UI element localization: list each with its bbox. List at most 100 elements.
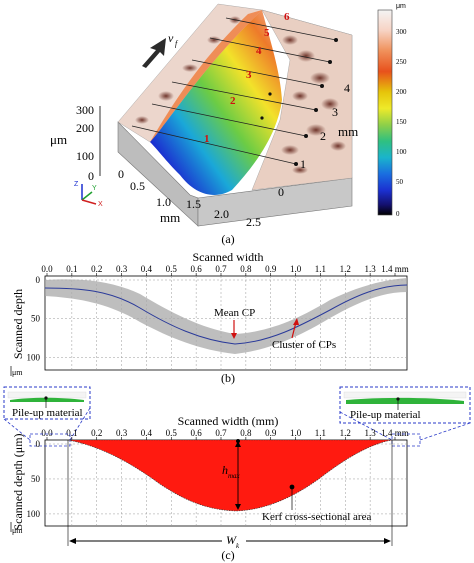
panel-c-y-ticks: 0 50 100 — [10, 439, 41, 532]
x-tick-label: 0.1 — [66, 264, 77, 274]
x-tick-label: 1.4 mm — [381, 264, 409, 274]
hmax-arrowhead-top — [235, 441, 241, 447]
profile-end-dots — [260, 38, 338, 166]
hmax-top-dot — [236, 439, 240, 443]
panel-c-label: (c) — [221, 548, 234, 562]
triad-x: X — [98, 201, 103, 208]
x-tick-label: 0.4 — [141, 428, 153, 438]
panel-b-grid — [45, 276, 407, 370]
y-tick-label: 100 — [27, 509, 41, 519]
x-tick-label: 0.7 — [215, 428, 227, 438]
colorbar-tick: 200 — [396, 88, 407, 96]
mean-cp-line — [44, 284, 408, 345]
panel-a-label: (a) — [221, 232, 234, 246]
colorbar-ramp — [377, 9, 393, 216]
triad-z: Z — [74, 181, 79, 188]
hmax-label: h — [222, 463, 228, 477]
profile-lines — [131, 17, 337, 165]
x-tick: 0 — [118, 167, 124, 181]
x-tick: 2.0 — [214, 207, 229, 221]
profile-number: 6 — [284, 11, 290, 23]
y-tick-label: 50 — [31, 314, 41, 324]
x-tick-label: 0.2 — [91, 264, 102, 274]
zoom-connector — [3, 418, 31, 441]
mean-cp-arrowhead — [231, 333, 237, 339]
z-tick: 200 — [76, 121, 94, 135]
x-tick-label: 0.0 — [41, 428, 53, 438]
x-tick-label: 0.5 — [166, 428, 178, 438]
x-tick-label: 1.3 — [365, 264, 377, 274]
y-tick: 3 — [332, 105, 338, 119]
cps-cluster-band — [45, 278, 407, 354]
y-axis-ticks: 0 1 2 3 4 — [278, 81, 350, 199]
x-tick-label: 0.5 — [166, 264, 178, 274]
x-tick-label: 0.7 — [215, 264, 227, 274]
kerf-area — [67, 439, 393, 512]
panel-b-profile-plot: Scanned width 0.0 0.1 0.2 0.3 0.4 0.5 0.6 0.7 0.… — [10, 250, 409, 385]
x-tick-label: 0.2 — [91, 428, 102, 438]
z-tick: 100 — [76, 149, 94, 163]
pileup-inset-right: Pile-up material — [339, 386, 471, 424]
panel-c-y-unit: μm — [12, 526, 23, 535]
profile-number: 4 — [256, 45, 262, 57]
y-tick-label: 0 — [36, 439, 41, 449]
panel-b-y-ticks: 0 50 100 — [10, 275, 41, 376]
x-tick-label: 1.4 mm — [381, 428, 409, 438]
colorbar-unit: μm — [396, 3, 406, 10]
wk-label: W — [226, 533, 237, 547]
x-tick-label: 0.3 — [116, 264, 128, 274]
wk-arrowhead-right — [384, 538, 391, 544]
y-tick: 0 — [278, 185, 284, 199]
x-tick: 2.5 — [246, 215, 261, 229]
zoom-connector — [69, 407, 91, 441]
panel-a-surface-plot: 1 2 3 4 5 6 v f 300 200 100 0 μm 0 0.5 1… — [50, 3, 407, 246]
x-tick-label: 0.0 — [41, 264, 53, 274]
hmax-arrowhead-bottom — [235, 504, 241, 510]
x-tick: 1.0 — [156, 195, 171, 209]
x-tick-label: 1.2 — [340, 264, 351, 274]
x-tick-label: 0.6 — [191, 428, 203, 438]
x-tick-label: 0.8 — [240, 428, 252, 438]
block-right-face — [197, 177, 353, 227]
velocity-arrow — [142, 38, 166, 68]
x-tick-label: 0.3 — [116, 428, 128, 438]
x-tick-label: 1.0 — [290, 428, 302, 438]
z-axis-ticks: 300 200 100 0 — [76, 103, 94, 183]
y-tick: 1 — [300, 157, 306, 171]
velocity-label: v — [168, 31, 174, 45]
y-axis-unit: mm — [338, 124, 358, 139]
x-tick: 0.5 — [130, 179, 145, 193]
profile-number: 2 — [230, 95, 236, 107]
velocity-subscript: f — [175, 39, 179, 48]
x-tick-label: 1.1 — [315, 428, 326, 438]
panel-c-kerf-plot: Pile-up material Pile-up material Scanne… — [3, 386, 471, 562]
z-tick: 0 — [88, 169, 94, 183]
panel-b-y-title: Scanned depth — [11, 289, 25, 359]
wk-arrowhead-left — [69, 538, 76, 544]
panel-c-x-ticks: 0.0 0.1 0.2 0.3 0.4 0.5 0.6 0.7 0.8 0.9 1.0 1.1 1.2 1… — [41, 428, 409, 440]
x-tick-label: 0.4 — [141, 264, 153, 274]
colorbar-tick: 50 — [396, 178, 404, 186]
panel-b-label: (b) — [221, 371, 235, 385]
pileup-inset-left: Pile-up material — [3, 386, 91, 420]
area-label: Kerf cross-sectional area — [262, 511, 371, 523]
y-tick-label: 50 — [31, 474, 41, 484]
x-tick-label: 1.0 — [290, 264, 302, 274]
colorbar-tick: 300 — [396, 28, 407, 36]
x-tick: 1.5 — [186, 197, 201, 211]
panel-c-x-title: Scanned width (mm) — [178, 414, 279, 428]
profile-number: 5 — [264, 27, 270, 39]
y-tick-label: 0 — [36, 275, 41, 285]
colorbar-tick: 0 — [396, 210, 400, 218]
y-tick: 2 — [320, 129, 326, 143]
x-tick-label: 1.3 — [365, 428, 377, 438]
wk-subscript: k — [236, 542, 240, 550]
x-tick-label: 1.1 — [315, 264, 326, 274]
x-axis-ticks: 0 0.5 1.0 1.5 2.0 2.5 — [118, 167, 261, 229]
kerf-groove — [150, 10, 282, 195]
z-axis-unit: μm — [50, 132, 67, 147]
surface-texture — [135, 16, 346, 174]
colorbar: μm 300 250 200 150 100 50 0 — [377, 3, 407, 218]
mean-cp-label: Mean CP — [214, 307, 255, 319]
